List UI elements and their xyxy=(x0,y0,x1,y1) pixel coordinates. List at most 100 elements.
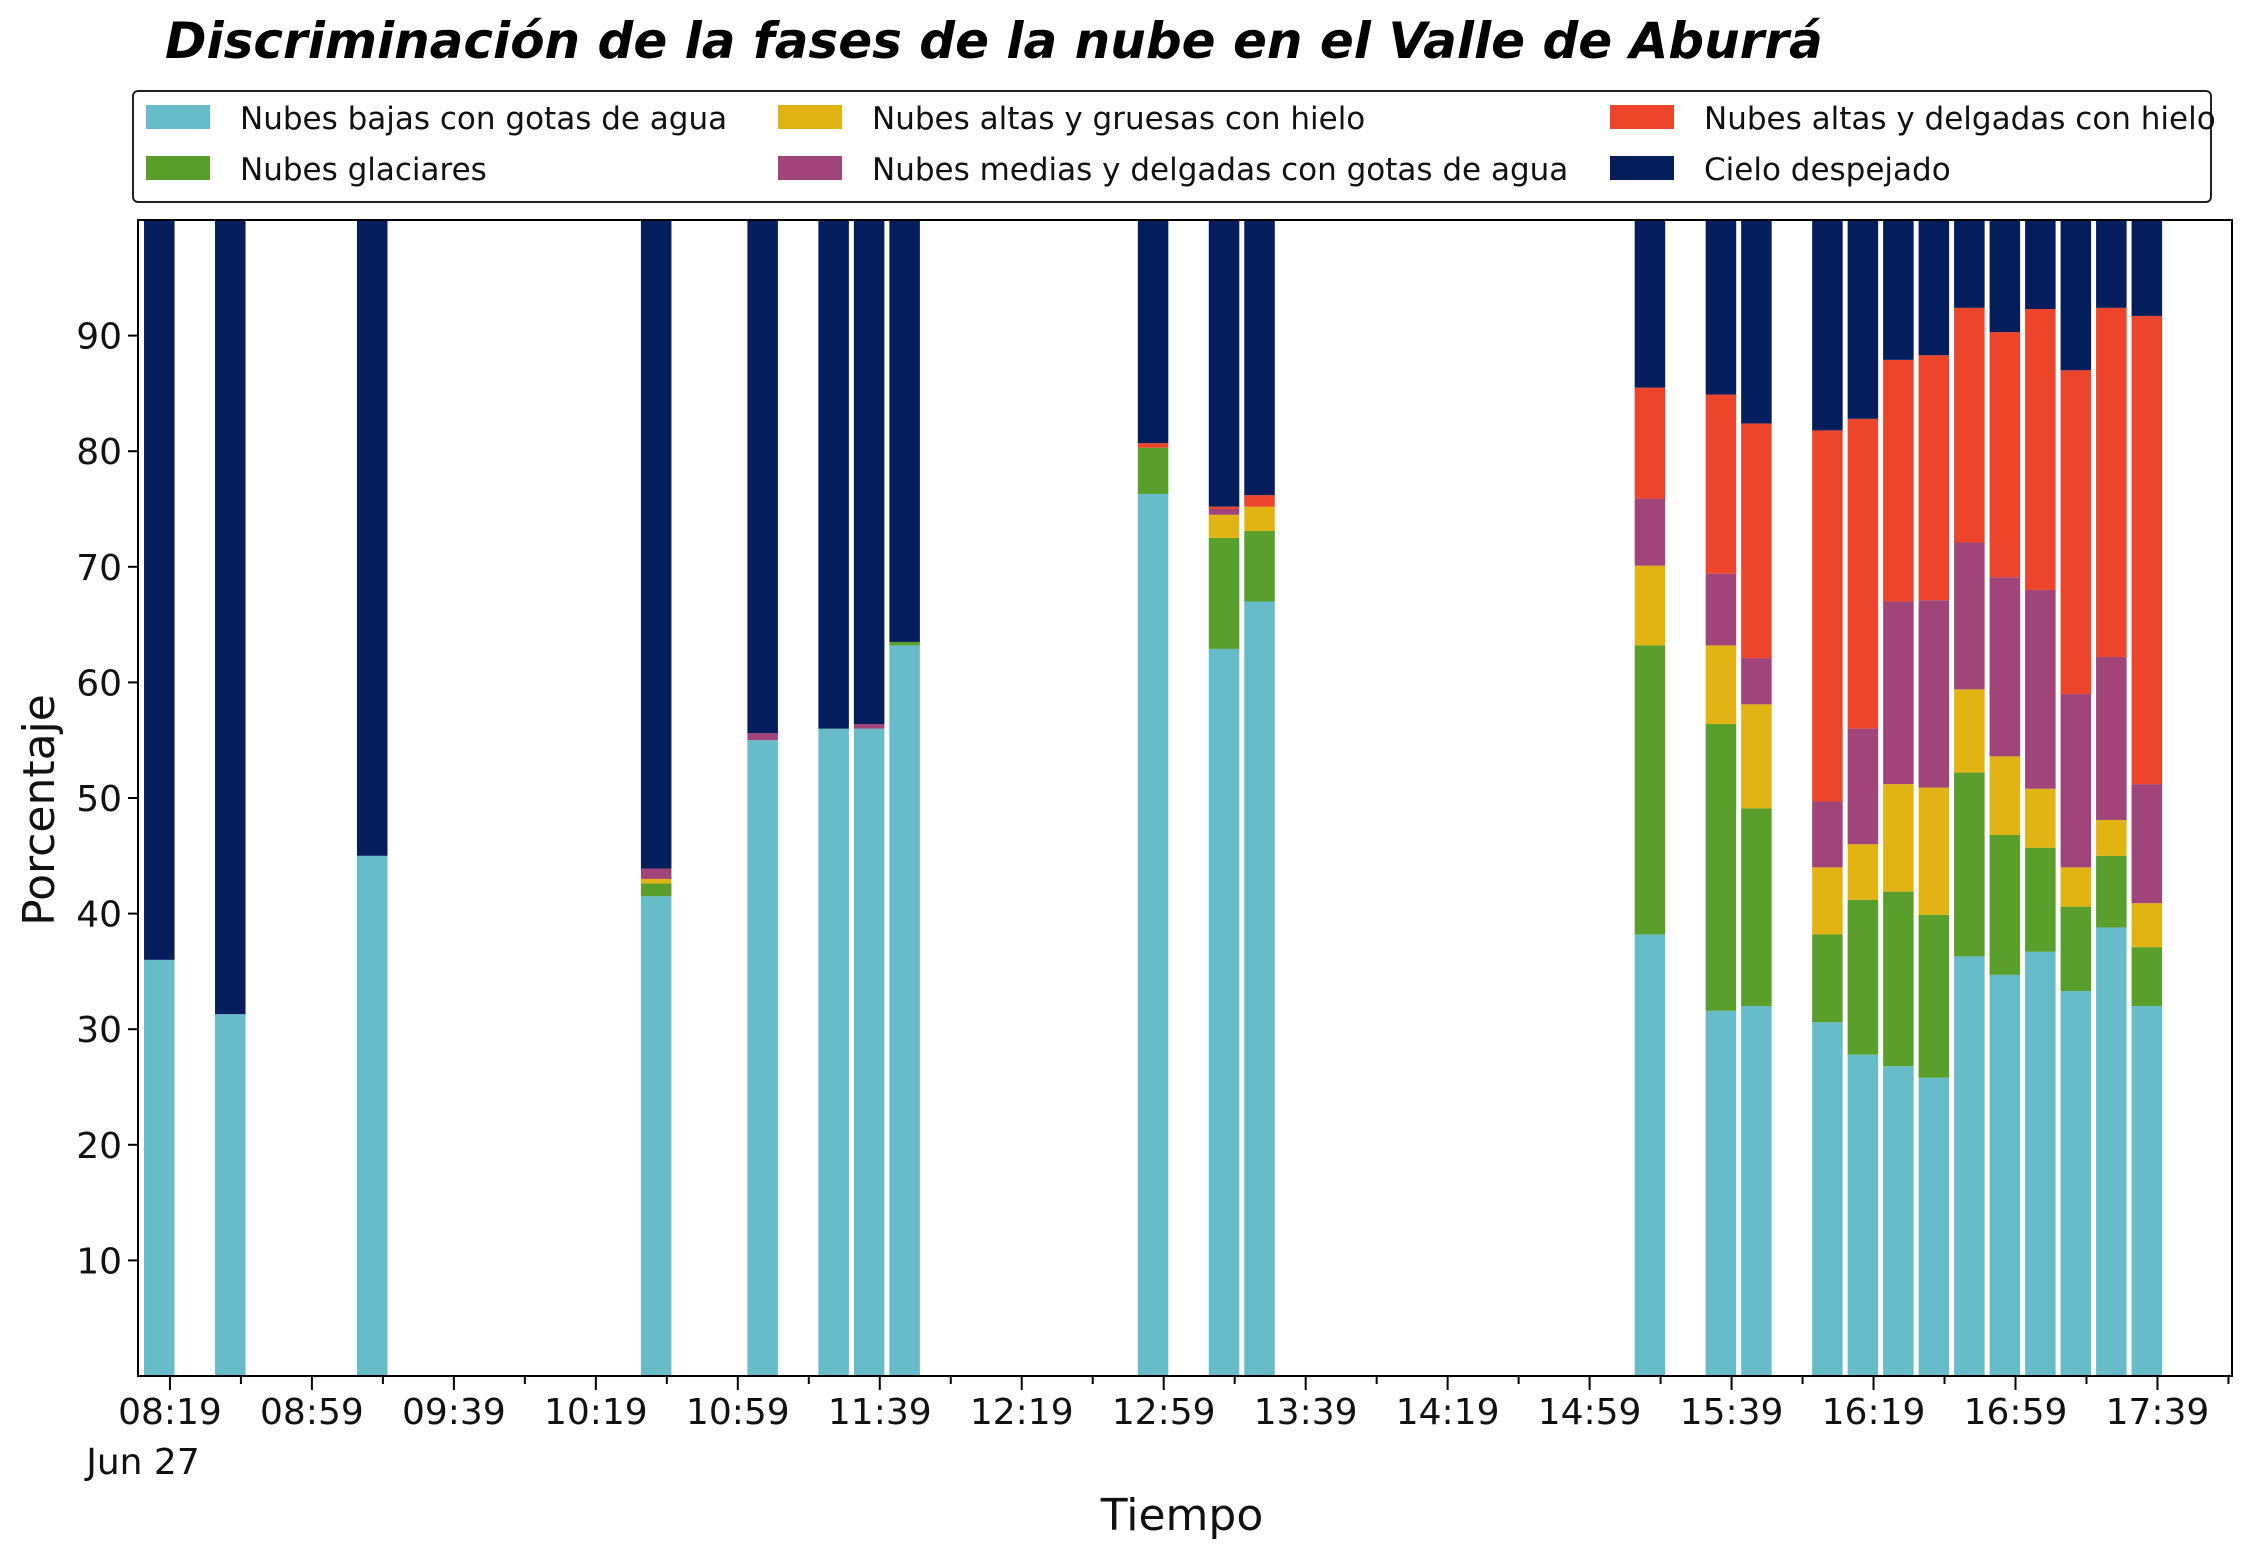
legend-label: Cielo despejado xyxy=(1704,152,1951,188)
bar-segment xyxy=(1634,565,1666,646)
bar-segment xyxy=(1918,600,1950,788)
bar-segment xyxy=(1705,573,1737,646)
bar-segment xyxy=(1244,220,1275,496)
bar-segment xyxy=(2131,947,2163,1007)
bar-segment xyxy=(1634,498,1666,566)
bar-segment xyxy=(2060,906,2092,992)
y-tick-label: 10 xyxy=(76,1241,122,1282)
x-tick-label: 10:19 xyxy=(544,1392,648,1433)
bar-segment xyxy=(1208,506,1240,509)
bar-segment xyxy=(1705,1010,1737,1376)
bar-segment xyxy=(1847,220,1879,419)
bar-segment xyxy=(747,733,778,741)
bar-segment xyxy=(1208,509,1240,515)
bar-segment xyxy=(2060,220,2092,371)
x-tick-label: 14:59 xyxy=(1538,1392,1642,1433)
x-tick-label: 12:59 xyxy=(1112,1392,1216,1433)
bar-segment xyxy=(1741,704,1772,809)
bar-segment xyxy=(818,728,849,1376)
bar-segment xyxy=(2096,927,2127,1376)
bar-segment xyxy=(2096,819,2127,856)
bar-segment xyxy=(1741,1006,1772,1376)
bar-segment xyxy=(1741,808,1772,1007)
bar-segment xyxy=(2096,220,2127,308)
bar-segment xyxy=(1847,1054,1879,1376)
bar-segment xyxy=(1989,834,2021,975)
bar-segment xyxy=(1883,359,1914,602)
bar-segment xyxy=(1989,332,2021,578)
legend-swatch xyxy=(1610,105,1674,129)
legend-swatch xyxy=(1610,156,1674,180)
bar-segment xyxy=(2025,788,2056,848)
y-tick-label: 20 xyxy=(76,1126,122,1167)
bar-segment xyxy=(2131,784,2163,904)
chart-title: Discriminación de la fases de la nube en… xyxy=(165,12,1823,70)
bar-segment xyxy=(1741,658,1772,705)
bar-segment xyxy=(1705,724,1737,1011)
bar-segment xyxy=(1634,934,1666,1376)
x-tick-label: 16:59 xyxy=(1964,1392,2068,1433)
bar-segment xyxy=(1883,784,1914,892)
x-tick-label: 08:19 xyxy=(118,1392,222,1433)
bar-segment xyxy=(818,220,849,729)
bar-segment xyxy=(144,220,175,960)
bar-segment xyxy=(1634,645,1666,935)
bar-segment xyxy=(1812,430,1843,802)
bar-segment xyxy=(1208,648,1240,1376)
bar-segment xyxy=(2060,867,2092,907)
bar-segment xyxy=(1244,601,1275,1376)
bar-segment xyxy=(1705,645,1737,725)
bar-segment xyxy=(1634,220,1666,388)
bar-segment xyxy=(2131,315,2163,785)
bar-segment xyxy=(2096,656,2127,820)
bar-segment xyxy=(1883,220,1914,360)
bar-segment xyxy=(1954,772,1985,957)
x-tick-label: 14:19 xyxy=(1396,1392,1500,1433)
bars xyxy=(144,220,2163,1377)
bar-segment xyxy=(1137,443,1169,448)
bar-segment xyxy=(1954,307,1985,543)
bar-segment xyxy=(1137,447,1169,494)
bar-segment xyxy=(889,645,920,1376)
bar-segment xyxy=(1883,601,1914,785)
bar-segment xyxy=(1244,495,1275,507)
legend-label: Nubes medias y delgadas con gotas de agu… xyxy=(872,152,1568,188)
bar-segment xyxy=(1918,914,1950,1078)
bar-segment xyxy=(1208,514,1240,538)
bar-segment xyxy=(1989,974,2021,1376)
bar-segment xyxy=(1989,577,2021,757)
bar-segment xyxy=(1741,220,1772,424)
bar-segment xyxy=(1954,956,1985,1376)
bar-segment xyxy=(747,220,778,734)
bar-segment xyxy=(2025,589,2056,789)
x-tick-label: 11:39 xyxy=(828,1392,932,1433)
bar-segment xyxy=(1918,1077,1950,1376)
bar-segment xyxy=(2096,307,2127,657)
y-tick-label: 30 xyxy=(76,1010,122,1051)
bar-segment xyxy=(215,1014,246,1376)
bar-segment xyxy=(1883,1066,1914,1376)
bar-segment xyxy=(640,896,672,1376)
bar-segment xyxy=(1812,934,1843,1023)
bar-segment xyxy=(1208,220,1240,507)
bar-segment xyxy=(1847,844,1879,900)
bar-segment xyxy=(2060,991,2092,1376)
bar-segment xyxy=(215,220,246,1015)
bar-segment xyxy=(1847,899,1879,1055)
legend-swatch xyxy=(146,105,210,129)
plot-area: 10 20 30 40 50 60 70 80 90 08:19 08:59 09:39 10:19 1… xyxy=(76,219,2233,1433)
bar-segment xyxy=(1705,394,1737,574)
x-axis: 08:19 08:59 09:39 10:19 10:59 11:39 12:19 12:59… xyxy=(118,1376,2230,1433)
bar-segment xyxy=(1244,506,1275,531)
bar-segment xyxy=(640,220,672,869)
bar-segment xyxy=(1883,891,1914,1067)
bar-segment xyxy=(1208,537,1240,649)
x-tick-label: 13:39 xyxy=(1254,1392,1358,1433)
legend-label: Nubes bajas con gotas de agua xyxy=(240,101,727,137)
y-tick-label: 80 xyxy=(76,432,122,473)
bar-segment xyxy=(1634,387,1666,499)
bar-segment xyxy=(1812,1022,1843,1376)
bar-segment xyxy=(2131,903,2163,948)
x-tick-label: 17:39 xyxy=(2106,1392,2210,1433)
bar-segment xyxy=(2060,370,2092,694)
